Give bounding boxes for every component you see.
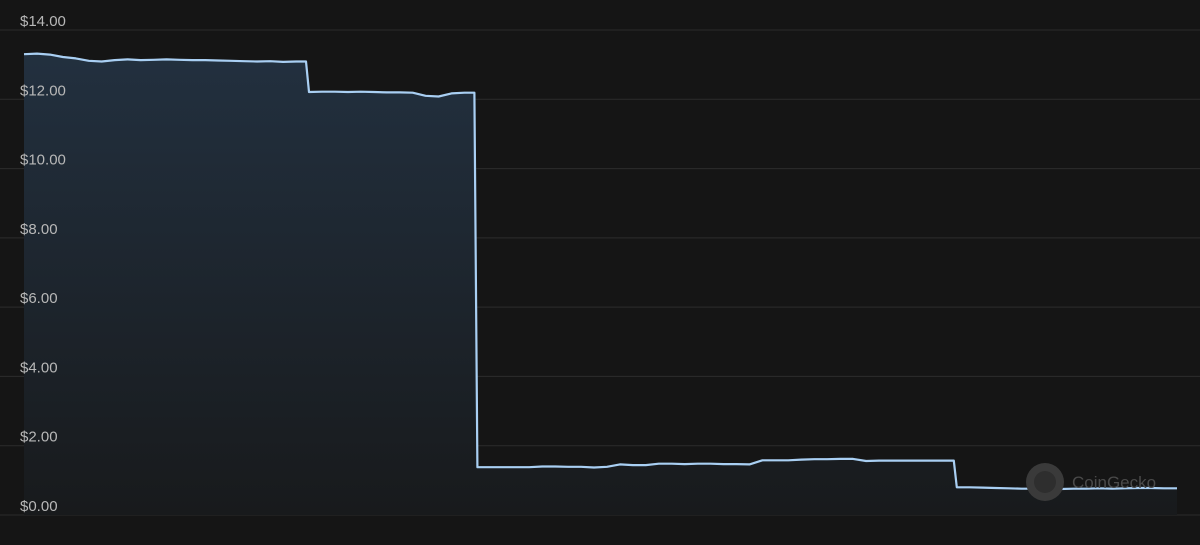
- y-tick-label: $12.00: [20, 82, 66, 99]
- coingecko-logo-inner: [1034, 471, 1056, 493]
- y-tick-label: $2.00: [20, 429, 58, 446]
- y-tick-label: $8.00: [20, 221, 58, 238]
- y-tick-label: $0.00: [20, 498, 58, 515]
- watermark-text: CoinGecko: [1072, 473, 1156, 492]
- y-tick-label: $4.00: [20, 359, 58, 376]
- y-tick-label: $6.00: [20, 290, 58, 307]
- y-tick-label: $10.00: [20, 152, 66, 169]
- y-tick-label: $14.00: [20, 13, 66, 30]
